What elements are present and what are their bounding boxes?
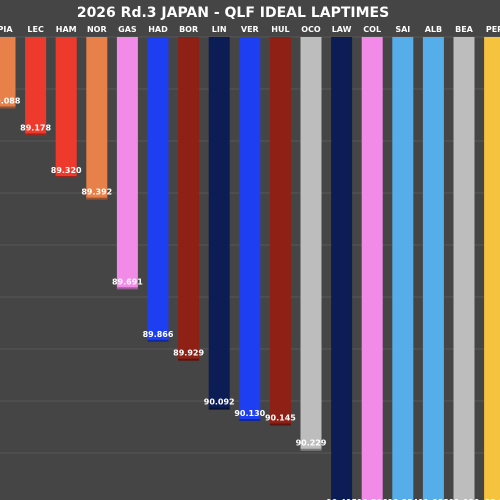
value-label-lec: 89.178 bbox=[20, 123, 51, 132]
bar-col bbox=[361, 37, 383, 500]
bar-bor bbox=[178, 37, 200, 361]
category-label-ham: HAM bbox=[56, 25, 77, 34]
category-label-oco: OCO bbox=[301, 25, 321, 34]
bar-edge-ver bbox=[239, 419, 261, 421]
bar-bea bbox=[453, 37, 475, 500]
value-label-oco: 90.229 bbox=[296, 439, 327, 448]
value-label-bor: 89.929 bbox=[173, 349, 204, 358]
bar-alb bbox=[422, 37, 444, 500]
bar-edge-lec bbox=[25, 133, 47, 136]
category-label-lec: LEC bbox=[27, 25, 44, 34]
bar-gas bbox=[116, 37, 138, 290]
value-labels: 89.088 89.178 89.320 89.392 89.691 89.866 89.9… bbox=[0, 96, 500, 500]
value-label-pia: 89.088 bbox=[0, 96, 21, 105]
category-label-gas: GAS bbox=[118, 25, 137, 34]
value-label-hul: 90.145 bbox=[265, 414, 296, 423]
value-label-sai: 90.854 bbox=[387, 498, 418, 500]
category-label-ver: VER bbox=[241, 25, 259, 34]
category-label-lin: LIN bbox=[212, 25, 227, 34]
category-label-per: PER bbox=[486, 25, 500, 34]
category-label-pia: PIA bbox=[0, 25, 13, 34]
category-label-bor: BOR bbox=[179, 25, 198, 34]
category-label-nor: NOR bbox=[87, 25, 107, 34]
category-label-alb: ALB bbox=[425, 25, 442, 34]
value-label-had: 89.866 bbox=[143, 330, 174, 339]
bar-per bbox=[484, 37, 500, 500]
category-labels: PIA LEC HAM NOR GAS HAD BOR LIN VER HUL OCO LAW COL S… bbox=[0, 25, 500, 34]
value-label-alb: 91.088 bbox=[418, 498, 449, 500]
value-label-per: 92.2 bbox=[485, 498, 500, 500]
bar-hul bbox=[269, 37, 291, 426]
bar-law bbox=[331, 37, 353, 500]
value-label-law: 90.495 bbox=[326, 498, 357, 500]
bar-edge-nor bbox=[86, 197, 108, 200]
bar-pia bbox=[0, 37, 16, 109]
category-label-law: LAW bbox=[332, 25, 352, 34]
bar-edge-hul bbox=[269, 423, 291, 426]
category-label-had: HAD bbox=[148, 25, 168, 34]
value-label-bea: 91.090 bbox=[449, 498, 480, 500]
value-label-lin: 90.092 bbox=[204, 398, 235, 407]
value-label-ver: 90.130 bbox=[234, 409, 265, 418]
bar-edge-ham bbox=[55, 176, 77, 178]
category-label-sai: SAI bbox=[395, 25, 410, 34]
value-label-nor: 89.392 bbox=[81, 188, 112, 197]
bar-edge-bor bbox=[178, 358, 200, 361]
bar-nor bbox=[86, 37, 108, 200]
value-label-col: 90.506 bbox=[357, 498, 388, 500]
category-label-col: COL bbox=[363, 25, 381, 34]
bar-had bbox=[147, 37, 169, 342]
bar-edge-lin bbox=[208, 407, 230, 410]
bar-edge-had bbox=[147, 339, 169, 342]
value-label-ham: 89.320 bbox=[51, 166, 82, 175]
bar-edge-pia bbox=[0, 106, 16, 109]
bar-oco bbox=[300, 37, 322, 451]
category-label-hul: HUL bbox=[271, 25, 289, 34]
bar-edge-oco bbox=[300, 448, 322, 451]
chart-title: 2026 Rd.3 JAPAN - QLF IDEAL LAPTIMES bbox=[77, 5, 389, 21]
bar-lec bbox=[25, 37, 47, 136]
bar-sai bbox=[392, 37, 414, 500]
bar-ham bbox=[55, 37, 77, 178]
bar-lin bbox=[208, 37, 230, 410]
bar-ver bbox=[239, 37, 261, 421]
bar-edge-gas bbox=[116, 287, 138, 290]
category-label-bea: BEA bbox=[455, 25, 474, 34]
value-label-gas: 89.691 bbox=[112, 277, 143, 286]
bars bbox=[0, 37, 500, 500]
